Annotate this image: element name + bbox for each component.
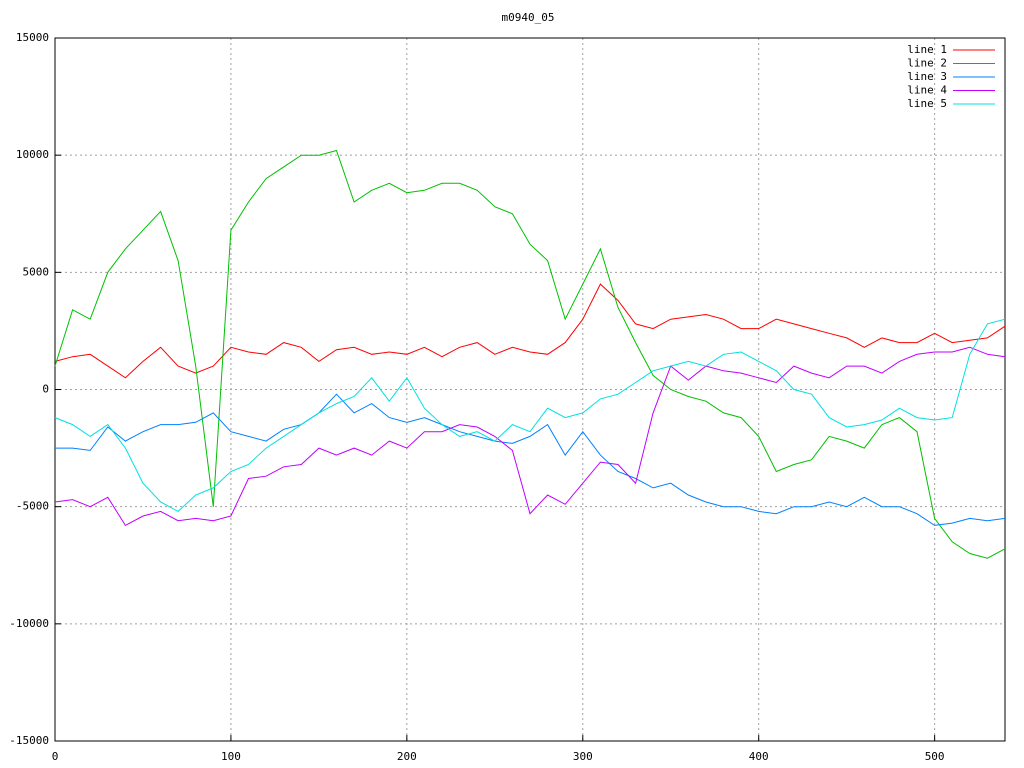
- legend-label: line 2: [907, 57, 947, 70]
- y-tick-label: -10000: [9, 617, 49, 630]
- data-line: [54, 318, 1006, 513]
- x-tick-label: 400: [749, 750, 769, 763]
- y-tick-label: 0: [42, 383, 49, 396]
- plot-border: [54, 37, 1006, 742]
- legend-label: line 3: [907, 70, 947, 83]
- data-line: [55, 393, 1006, 526]
- data-line: [54, 149, 1006, 559]
- legend-label: line 4: [907, 84, 947, 97]
- x-tick-label: 500: [925, 750, 945, 763]
- data-line: [54, 346, 1006, 527]
- y-tick-label: -5000: [16, 500, 49, 513]
- chart-title: m0940_05: [502, 11, 555, 24]
- y-tick-label: 5000: [23, 265, 50, 278]
- legend-label: line 5: [907, 97, 947, 110]
- x-tick-label: 0: [52, 750, 59, 763]
- y-tick-label: -15000: [9, 734, 49, 747]
- y-tick-label: 15000: [16, 31, 49, 44]
- x-tick-label: 300: [573, 750, 593, 763]
- legend-label: line 1: [907, 43, 947, 56]
- y-tick-label: 10000: [16, 148, 49, 161]
- data-line: [54, 283, 1006, 379]
- x-tick-label: 200: [397, 750, 417, 763]
- x-tick-label: 100: [221, 750, 241, 763]
